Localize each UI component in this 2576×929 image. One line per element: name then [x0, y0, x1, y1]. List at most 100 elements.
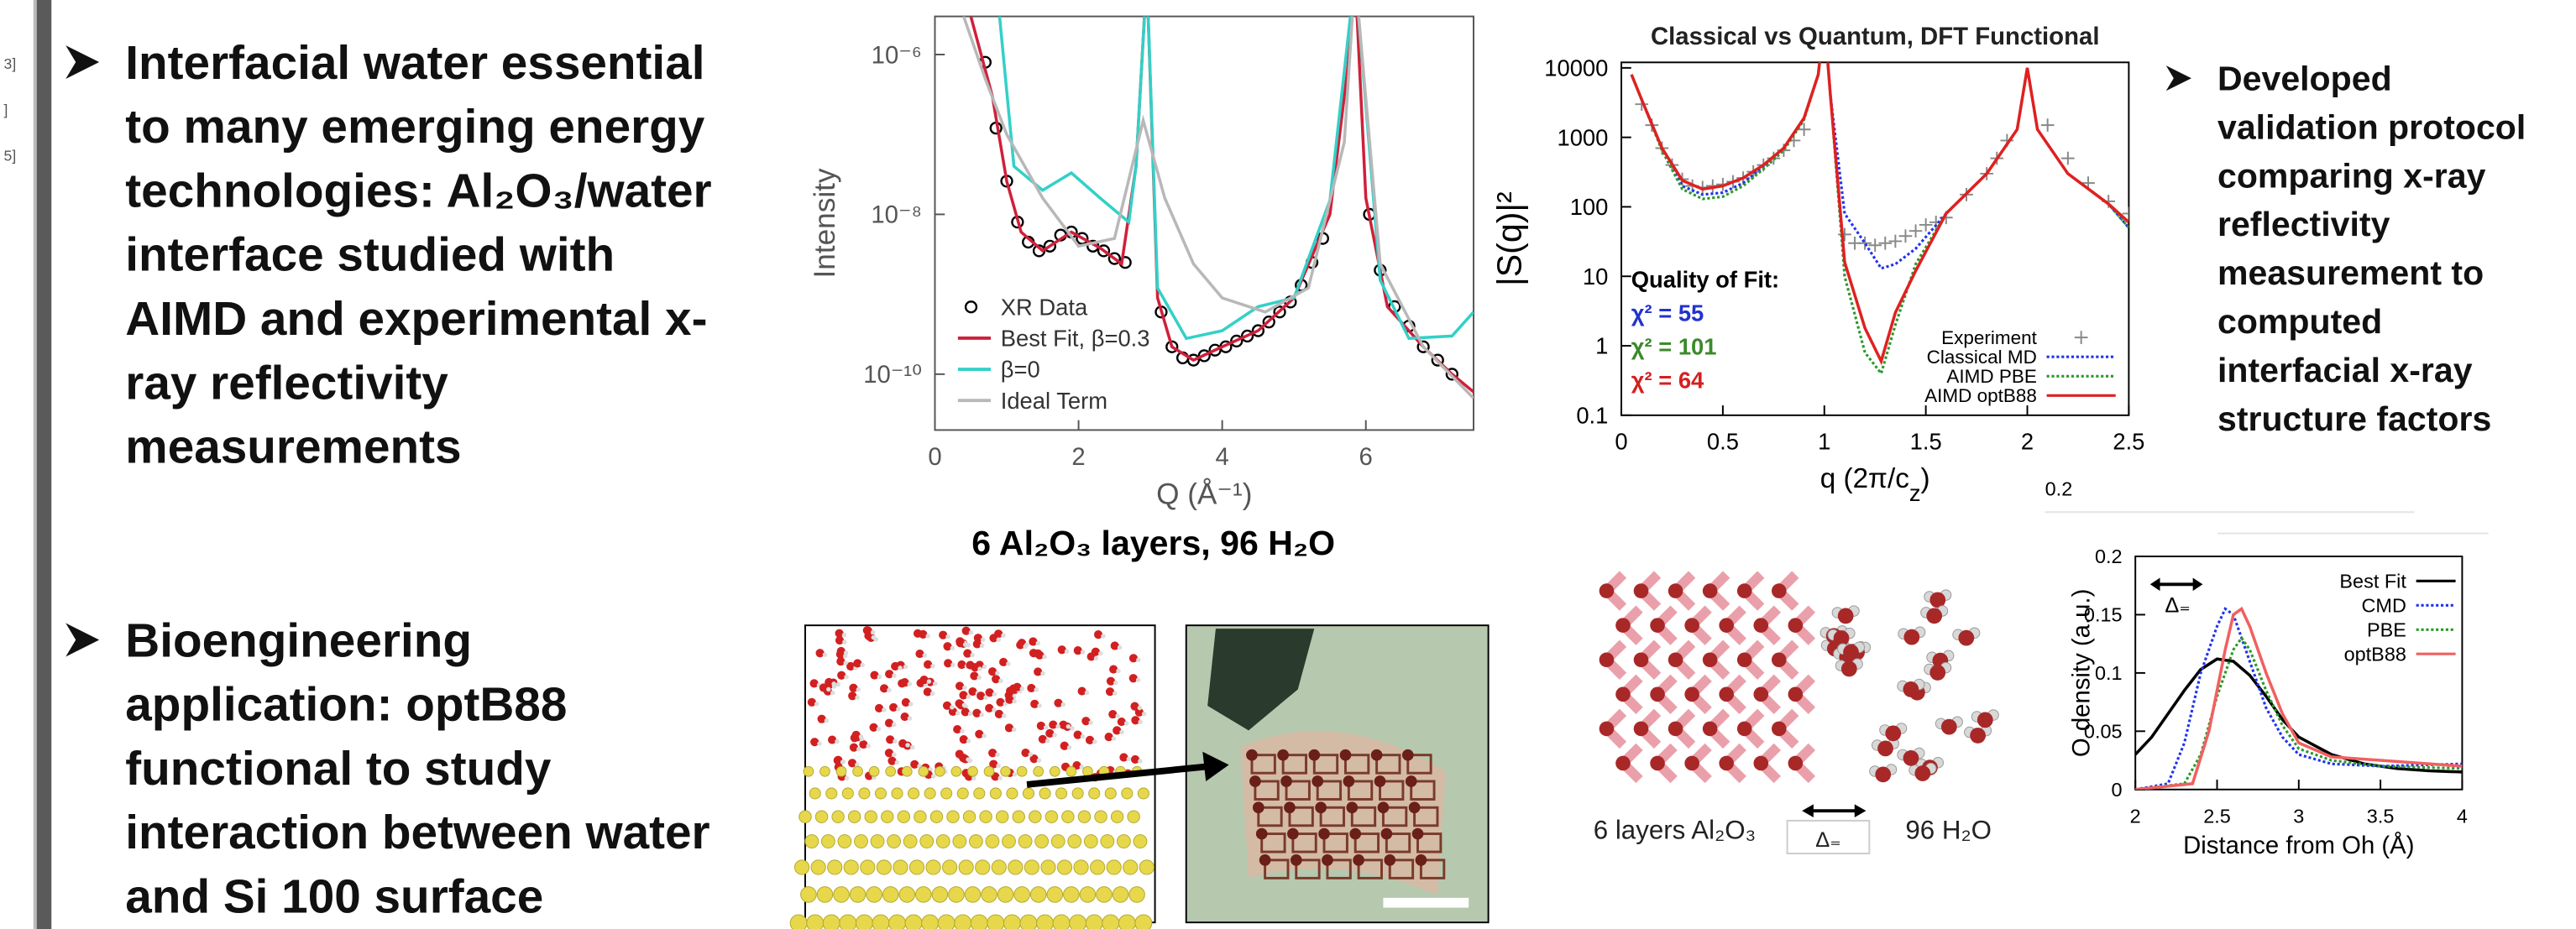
atom — [910, 745, 914, 749]
bullet-text: application: optB88 — [125, 679, 567, 732]
atom — [845, 776, 849, 780]
bullet-text: interface studied with — [125, 229, 615, 282]
atom — [886, 735, 894, 744]
atom — [1034, 766, 1044, 776]
legend-label: CMD — [2361, 595, 2406, 617]
atom — [1045, 729, 1054, 738]
sensor-node — [1416, 854, 1427, 866]
atom — [1012, 699, 1016, 703]
atom — [898, 739, 907, 748]
annotation: Δ₌ — [2165, 594, 2190, 618]
atom — [840, 759, 845, 764]
atom — [1875, 766, 1891, 782]
atom — [1668, 583, 1683, 598]
atom — [1130, 702, 1139, 711]
atom — [1903, 750, 1919, 766]
atom — [867, 744, 871, 748]
bullet-text: structure factors — [2217, 399, 2491, 438]
atom — [885, 718, 893, 727]
atom — [1030, 887, 1046, 903]
atom — [1007, 788, 1018, 799]
atom — [855, 835, 868, 848]
atom — [976, 860, 990, 874]
atom — [817, 741, 821, 745]
atom — [1703, 583, 1718, 598]
sensor-node — [1409, 801, 1421, 813]
legend-label: Classical MD — [1927, 347, 2037, 368]
atom — [848, 759, 856, 767]
x-axis-label: Distance from Oh (Å) — [2183, 832, 2414, 859]
atom — [1087, 652, 1096, 660]
sensor-node — [1287, 828, 1299, 840]
atom — [838, 835, 851, 848]
atom — [848, 692, 856, 700]
atom — [1113, 691, 1117, 695]
sensor-node — [1353, 854, 1364, 866]
atom — [1136, 658, 1140, 662]
sensor-node — [1402, 749, 1414, 761]
figure-label: 6 layers Al₂O₃ — [1594, 815, 1757, 844]
atom — [856, 747, 861, 751]
atom — [1068, 835, 1081, 848]
atom — [1001, 766, 1011, 776]
atom — [1634, 652, 1649, 667]
x-tick-label: 2.5 — [2203, 805, 2231, 827]
atom — [971, 663, 979, 671]
atom — [1737, 652, 1752, 667]
atom — [992, 707, 996, 712]
atom — [1029, 752, 1033, 756]
atom — [968, 687, 976, 696]
bullet-text: comparing x-ray — [2217, 156, 2486, 195]
atom — [1772, 722, 1787, 737]
atom — [892, 673, 896, 677]
atom — [1018, 835, 1032, 848]
side-note: 5] — [4, 148, 17, 164]
sensor-node — [1280, 775, 1292, 787]
atom — [794, 860, 809, 874]
atom — [1719, 618, 1734, 633]
atom — [927, 679, 931, 683]
atom — [1062, 811, 1074, 822]
atom — [1977, 712, 1993, 728]
atom — [1650, 756, 1665, 771]
figure-label: Δ₌ — [1815, 828, 1840, 852]
atom — [810, 679, 819, 687]
atom — [986, 835, 999, 848]
atom — [1703, 652, 1718, 667]
atom — [1788, 756, 1804, 771]
atom — [815, 811, 827, 822]
atom — [1634, 722, 1649, 737]
atom — [908, 702, 913, 706]
atom — [1047, 887, 1063, 903]
legend-label: Experiment — [1941, 327, 2037, 348]
atom — [1102, 915, 1119, 929]
atom — [840, 915, 856, 929]
atom — [990, 788, 1001, 799]
atom — [1023, 788, 1034, 799]
atom — [1135, 915, 1152, 929]
atom — [988, 749, 997, 757]
bullet-text: computed — [2217, 302, 2382, 341]
atom — [856, 915, 872, 929]
y-tick-label: 0 — [2112, 779, 2123, 801]
atom — [1002, 713, 1006, 718]
page: {"left_bar_notes": ["3]", "]", "5]"], "b… — [0, 0, 2576, 929]
atom — [947, 811, 959, 822]
atom — [887, 757, 896, 765]
sensor-node — [1249, 775, 1261, 787]
atom — [821, 835, 835, 848]
sensor-node — [1312, 775, 1323, 787]
atom — [1128, 811, 1139, 822]
atom — [1753, 756, 1768, 771]
atom — [1094, 656, 1098, 660]
atom — [1045, 811, 1057, 822]
chart-title: Classical vs Quantum, DFT Functional — [1651, 23, 2100, 50]
atom — [1101, 835, 1114, 848]
bullet-text: Developed — [2217, 60, 2392, 98]
atom — [925, 634, 929, 638]
atom — [811, 860, 825, 874]
atom — [828, 735, 836, 744]
atom — [1005, 723, 1013, 732]
atom — [1005, 696, 1013, 704]
atom — [887, 688, 891, 692]
